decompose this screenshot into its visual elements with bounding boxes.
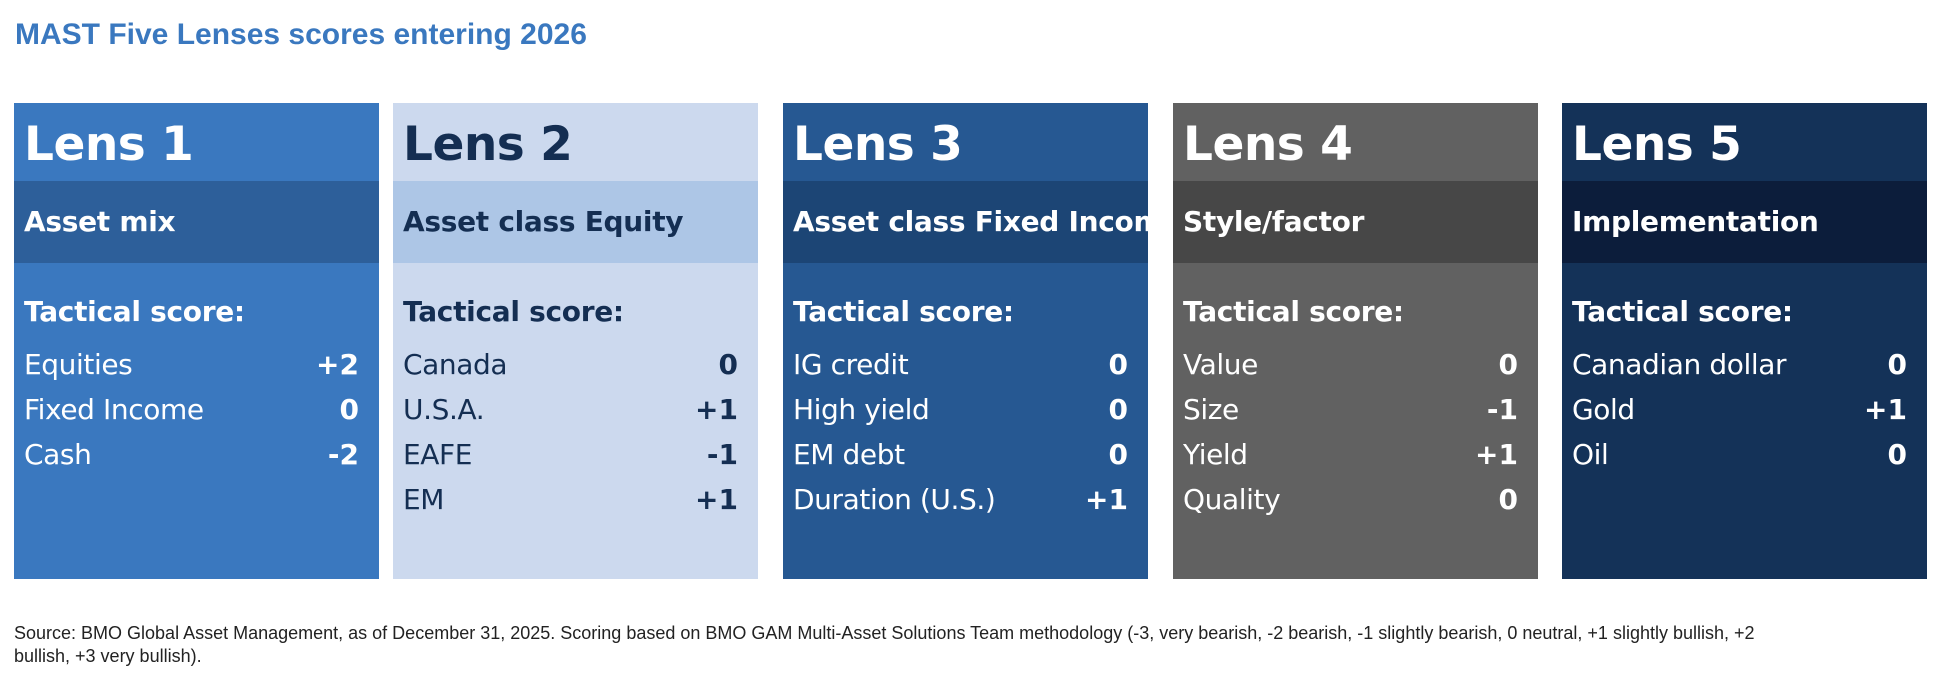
score-row: Quality 0 — [1183, 483, 1518, 528]
category-label: Asset class Fixed Income — [793, 205, 1182, 238]
category-band: Implementation — [1562, 181, 1927, 263]
score-row: Duration (U.S.) +1 — [793, 483, 1128, 528]
score-row: Value 0 — [1183, 348, 1518, 393]
score-row: Yield +1 — [1183, 438, 1518, 483]
score-row: U.S.A. +1 — [403, 393, 738, 438]
score-value: +1 — [1475, 438, 1518, 471]
lens-card-3: Lens 3 Asset class Fixed Income Tactical… — [783, 103, 1181, 579]
page-title: MAST Five Lenses scores entering 2026 — [15, 18, 587, 51]
score-row: Size -1 — [1183, 393, 1518, 438]
score-label: Oil — [1572, 438, 1609, 471]
score-row: Cash -2 — [24, 438, 359, 483]
score-label: EM debt — [793, 438, 905, 471]
score-value: +1 — [1085, 483, 1128, 516]
lens-cards: Lens 1 Asset mix Tactical score: Equitie… — [14, 103, 1939, 579]
category-band: Asset class Fixed Income — [783, 181, 1181, 263]
score-value: -2 — [327, 438, 359, 471]
tactical-score-heading: Tactical score: — [403, 295, 624, 328]
score-value: -1 — [1486, 393, 1518, 426]
score-value: 0 — [1108, 438, 1128, 471]
score-label: Value — [1183, 348, 1258, 381]
score-row: Canadian dollar 0 — [1572, 348, 1907, 393]
category-label: Asset class Equity — [403, 205, 684, 238]
score-value: 0 — [339, 393, 359, 426]
tactical-score-heading: Tactical score: — [24, 295, 245, 328]
score-row: Fixed Income 0 — [24, 393, 359, 438]
score-row: IG credit 0 — [793, 348, 1128, 393]
score-list: Canada 0 U.S.A. +1 EAFE -1 EM +1 — [403, 348, 738, 528]
score-row: EAFE -1 — [403, 438, 738, 483]
score-value: 0 — [1108, 393, 1128, 426]
score-value: 0 — [718, 348, 738, 381]
category-band: Asset class Equity — [393, 181, 758, 263]
lens-title: Lens 2 — [403, 117, 573, 172]
score-label: Size — [1183, 393, 1239, 426]
score-label: Canadian dollar — [1572, 348, 1787, 381]
score-list: IG credit 0 High yield 0 EM debt 0 Durat… — [793, 348, 1128, 528]
score-label: Cash — [24, 438, 92, 471]
lens-card-1: Lens 1 Asset mix Tactical score: Equitie… — [14, 103, 379, 579]
score-value: 0 — [1498, 483, 1518, 516]
score-label: IG credit — [793, 348, 909, 381]
score-row: Gold +1 — [1572, 393, 1907, 438]
tactical-score-heading: Tactical score: — [1572, 295, 1793, 328]
lens-card-4: Lens 4 Style/factor Tactical score: Valu… — [1173, 103, 1538, 579]
lens-title: Lens 4 — [1183, 117, 1353, 172]
tactical-score-heading: Tactical score: — [793, 295, 1014, 328]
score-value: 0 — [1887, 348, 1907, 381]
tactical-score-heading: Tactical score: — [1183, 295, 1404, 328]
score-value: +2 — [316, 348, 359, 381]
score-value: +1 — [1864, 393, 1907, 426]
score-row: High yield 0 — [793, 393, 1128, 438]
score-label: Fixed Income — [24, 393, 204, 426]
category-band: Asset mix — [14, 181, 379, 263]
lens-card-5: Lens 5 Implementation Tactical score: Ca… — [1562, 103, 1927, 579]
category-label: Implementation — [1572, 205, 1819, 238]
score-row: EM debt 0 — [793, 438, 1128, 483]
score-value: +1 — [695, 483, 738, 516]
lens-title: Lens 5 — [1572, 117, 1742, 172]
category-label: Asset mix — [24, 205, 176, 238]
score-list: Value 0 Size -1 Yield +1 Quality 0 — [1183, 348, 1518, 528]
category-label: Style/factor — [1183, 205, 1365, 238]
score-list: Canadian dollar 0 Gold +1 Oil 0 — [1572, 348, 1907, 483]
score-label: Duration (U.S.) — [793, 483, 996, 516]
score-value: -1 — [706, 438, 738, 471]
score-label: High yield — [793, 393, 930, 426]
score-list: Equities +2 Fixed Income 0 Cash -2 — [24, 348, 359, 483]
source-note: Source: BMO Global Asset Management, as … — [14, 623, 1755, 666]
score-label: Canada — [403, 348, 508, 381]
score-value: 0 — [1498, 348, 1518, 381]
score-value: 0 — [1108, 348, 1128, 381]
category-band: Style/factor — [1173, 181, 1538, 263]
score-row: Equities +2 — [24, 348, 359, 393]
score-label: U.S.A. — [403, 393, 485, 426]
score-label: EAFE — [403, 438, 473, 471]
score-value: +1 — [695, 393, 738, 426]
lens-card-2: Lens 2 Asset class Equity Tactical score… — [393, 103, 758, 579]
score-row: EM +1 — [403, 483, 738, 528]
score-label: Gold — [1572, 393, 1635, 426]
score-label: EM — [403, 483, 445, 516]
score-label: Quality — [1183, 483, 1281, 516]
lens-title: Lens 1 — [24, 117, 194, 172]
score-label: Equities — [24, 348, 133, 381]
lens-title: Lens 3 — [793, 117, 963, 172]
score-value: 0 — [1887, 438, 1907, 471]
score-row: Canada 0 — [403, 348, 738, 393]
score-row: Oil 0 — [1572, 438, 1907, 483]
score-label: Yield — [1183, 438, 1248, 471]
